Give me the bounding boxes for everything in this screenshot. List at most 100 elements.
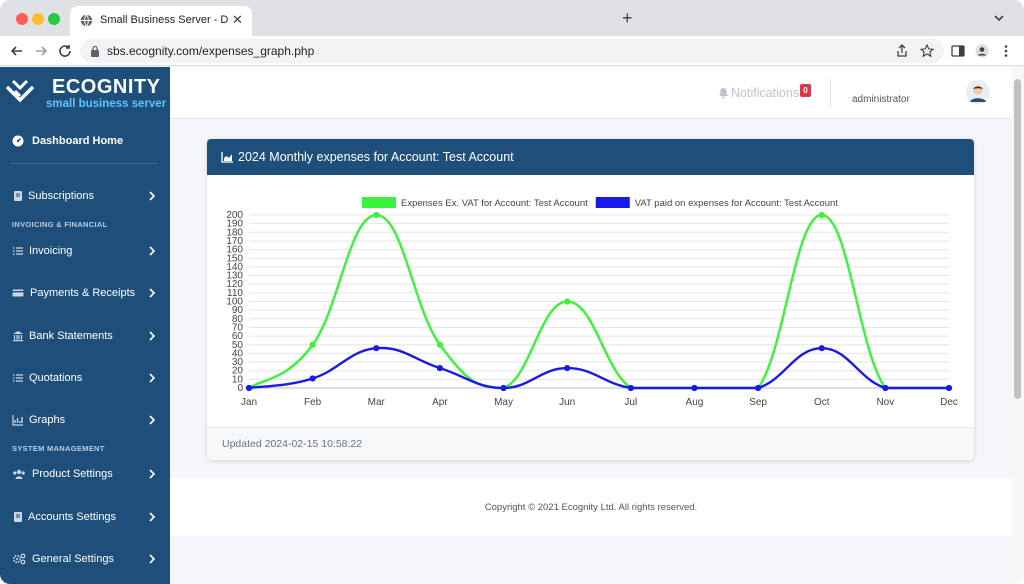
sidebar-item-subscriptions[interactable]: Subscriptions [0, 186, 170, 208]
x-tick-label: Jul [624, 397, 637, 408]
tab-title: Small Business Server - Dashb [100, 14, 228, 26]
data-point [500, 384, 507, 392]
chevron-right-icon [149, 191, 156, 201]
chevron-right-icon [149, 331, 156, 341]
area-chart-icon [221, 152, 233, 163]
legend-swatch [595, 197, 630, 208]
credit-card-icon [12, 289, 24, 297]
side-panel-icon[interactable] [951, 44, 965, 58]
back-arrow-icon[interactable] [9, 43, 25, 59]
close-window-button[interactable] [16, 13, 28, 25]
copyright-text: Copyright © 2021 Ecognity Ltd. All right… [484, 502, 698, 513]
y-tick-label: 30 [232, 357, 244, 368]
brand-subtitle: small business server [46, 98, 167, 110]
sidebar-item-accounts-settings[interactable]: Accounts Settings [0, 507, 170, 529]
data-point [627, 384, 634, 392]
scrollbar-thumb[interactable] [1014, 79, 1021, 399]
x-tick-label: Feb [304, 397, 322, 408]
sidebar-item-invoicing[interactable]: Invoicing [0, 241, 170, 263]
x-tick-label: Dec [940, 397, 958, 408]
maximize-window-button[interactable] [48, 13, 60, 25]
card-footer: Updated 2024-02-15 10:58:22 [207, 427, 974, 460]
share-icon[interactable] [895, 44, 909, 58]
data-point [882, 384, 889, 392]
page-scrollbar[interactable] [1012, 67, 1024, 584]
data-point [818, 211, 825, 219]
user-avatar-icon[interactable] [966, 80, 990, 104]
sidebar-item-label: General Settings [32, 553, 114, 565]
url-text: sbs.ecognity.com/expenses_graph.php [107, 44, 315, 58]
sidebar-item-label: Dashboard Home [32, 135, 124, 147]
legend-swatch [362, 197, 396, 208]
chevron-right-icon [149, 373, 156, 383]
browser-tab[interactable]: Small Business Server - Dashb ✕ [70, 6, 252, 36]
sidebar-item-payments[interactable]: Payments & Receipts [0, 283, 170, 305]
y-tick-label: 180 [226, 227, 243, 238]
book-icon [14, 191, 22, 201]
y-tick-label: 10 [232, 374, 244, 385]
chevron-down-icon[interactable] [993, 12, 1005, 24]
username-label[interactable]: administrator [852, 94, 910, 105]
sidebar-item-quotations[interactable]: Quotations [0, 368, 170, 390]
address-bar[interactable]: sbs.ecognity.com/expenses_graph.php [80, 39, 944, 63]
sidebar-item-bank-statements[interactable]: Bank Statements [0, 326, 170, 348]
data-point [945, 384, 953, 392]
bookmark-star-icon[interactable] [920, 44, 934, 58]
more-menu-icon[interactable] [999, 44, 1013, 58]
list-icon [13, 374, 23, 382]
data-point [309, 375, 316, 382]
forward-arrow-icon[interactable] [33, 43, 49, 59]
minimize-window-button[interactable] [32, 13, 44, 25]
y-tick-label: 50 [232, 340, 244, 351]
y-tick-label: 20 [232, 366, 244, 377]
brand[interactable]: ECOGNITY small business server [0, 67, 170, 119]
sidebar: ECOGNITY small business server Dashboard… [0, 67, 170, 584]
sidebar-item-graphs[interactable]: Graphs [0, 410, 170, 432]
y-tick-label: 170 [226, 236, 243, 247]
users-icon [13, 469, 25, 479]
bell-icon[interactable] [718, 87, 729, 99]
sidebar-item-dashboard[interactable]: Dashboard Home [0, 131, 170, 153]
series-line [248, 346, 949, 390]
x-tick-label: Sep [749, 397, 767, 408]
card-header: 2024 Monthly expenses for Account: Test … [207, 139, 974, 175]
series-line [248, 213, 949, 390]
chevron-right-icon [149, 469, 156, 479]
brand-name: ECOGNITY [52, 76, 161, 98]
y-tick-label: 150 [226, 253, 243, 264]
data-point [309, 341, 316, 348]
cogs-icon [12, 553, 26, 565]
list-icon [13, 247, 23, 255]
y-tick-label: 60 [232, 331, 244, 342]
browser-toolbar: sbs.ecognity.com/expenses_graph.php [0, 36, 1024, 66]
chevron-right-icon [149, 288, 156, 298]
sidebar-item-general-settings[interactable]: General Settings [0, 549, 170, 571]
notifications-link[interactable]: Notifications [731, 86, 800, 100]
y-tick-label: 160 [226, 245, 243, 256]
data-point [754, 384, 762, 392]
sidebar-item-product-settings[interactable]: Product Settings [0, 464, 170, 486]
sidebar-item-label: Bank Statements [29, 330, 113, 342]
x-tick-label: Jan [241, 397, 257, 408]
chart-icon [12, 415, 23, 426]
book-icon [14, 512, 22, 522]
reload-icon[interactable] [57, 43, 73, 59]
legend-label: Expenses Ex. VAT for Account: Test Accou… [401, 198, 588, 209]
profile-icon[interactable] [975, 44, 989, 58]
new-tab-icon[interactable]: + [622, 8, 633, 28]
y-tick-label: 80 [232, 314, 244, 325]
data-point [436, 341, 444, 348]
x-tick-label: Jun [559, 397, 575, 408]
data-point [373, 345, 380, 352]
section-heading-invoicing: INVOICING & FINANCIAL [12, 220, 108, 229]
data-point [564, 365, 571, 372]
x-tick-label: Oct [814, 397, 830, 408]
legend-label: VAT paid on expenses for Account: Test A… [635, 198, 839, 209]
header-divider [830, 79, 831, 107]
x-tick-label: Nov [876, 397, 894, 408]
tab-close-icon[interactable]: ✕ [232, 12, 243, 27]
sidebar-item-label: Invoicing [29, 245, 73, 257]
x-tick-label: Mar [368, 397, 386, 408]
data-point [373, 211, 380, 219]
